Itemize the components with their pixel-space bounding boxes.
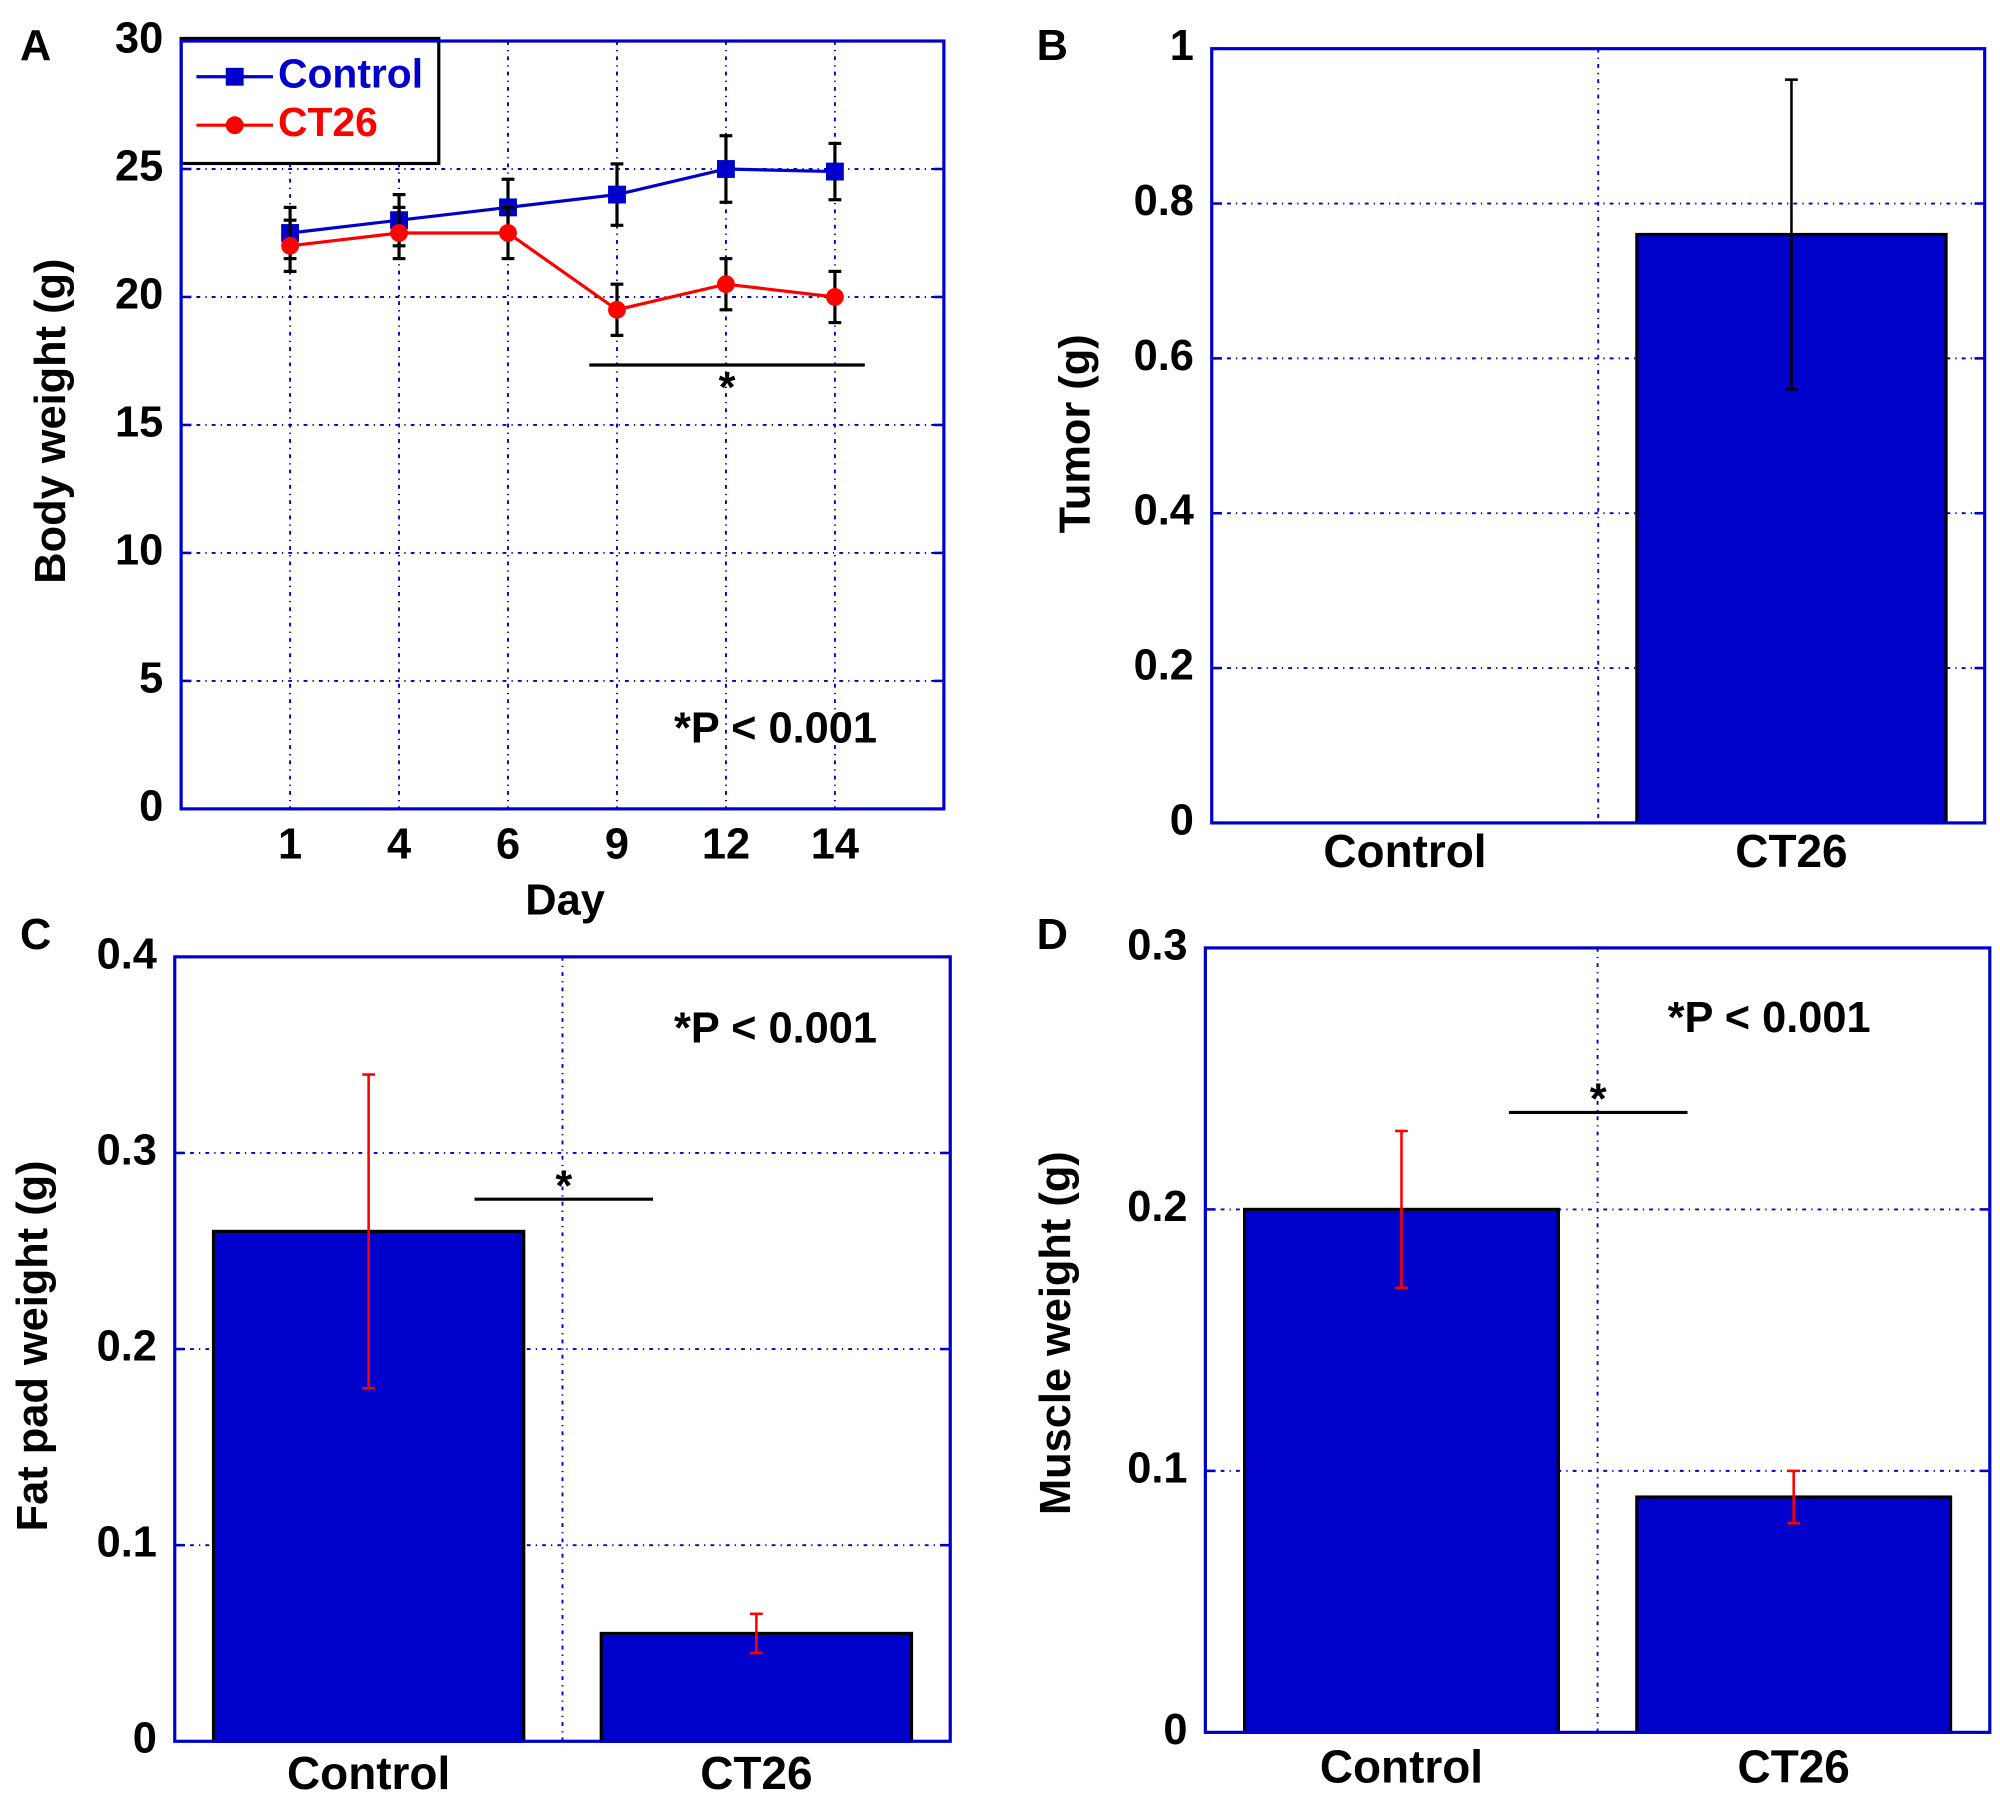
y-axis-label: Muscle weight (g) [1032, 1151, 1080, 1515]
y-tick-label: 0.8 [1134, 177, 1194, 225]
y-tick-label: 0 [139, 782, 163, 830]
panel-c: C Fat pad weight (g) 0 0.1 0.2 0.3 0.4 Control C… [9, 911, 952, 1799]
y-tick-label: 0.2 [97, 1323, 157, 1371]
y-tick-label: 0.1 [1127, 1444, 1187, 1492]
y-axis-label: Body weight (g) [27, 259, 75, 584]
bar-ct26 [1635, 1495, 1953, 1734]
series-control [281, 134, 844, 261]
legend-box [179, 36, 441, 166]
p-value-annotation: *P < 0.001 [674, 705, 877, 753]
axes-frame [1210, 47, 1987, 825]
y-tick-label: 0.3 [97, 1126, 157, 1174]
x-tick-label: 14 [811, 821, 859, 869]
legend-marker [225, 116, 244, 135]
panel-letter: A [20, 22, 51, 70]
y-tick-label: 0 [133, 1715, 157, 1763]
x-tick-label: 9 [605, 821, 629, 869]
y-tick-label: 0 [1170, 796, 1194, 844]
x-tick-label: Control [287, 1747, 450, 1799]
series-line [289, 167, 835, 235]
legend-marker [225, 67, 244, 86]
significance-star: * [555, 1162, 572, 1210]
data-point [608, 300, 626, 319]
y-axis-label: Fat pad weight (g) [9, 1160, 57, 1531]
p-value-annotation: *P < 0.001 [674, 1004, 877, 1052]
x-axis-label: Day [525, 877, 605, 925]
bar-control [1242, 1207, 1560, 1734]
panel-b: B Tumor (g) 0 0.2 0.4 0.6 0.8 1 Control CT26 [1037, 22, 1987, 877]
y-axis-label: Tumor (g) [1051, 334, 1099, 533]
x-tick-label: 6 [496, 821, 520, 869]
data-point [825, 288, 844, 306]
data-point [499, 224, 517, 242]
panel-letter: C [20, 911, 51, 959]
y-tick-label: 15 [115, 398, 163, 446]
x-tick-label: 4 [387, 821, 411, 869]
data-point [281, 236, 300, 255]
data-point [825, 162, 844, 181]
legend-label: CT26 [278, 99, 378, 145]
x-tick-label: 1 [278, 821, 302, 869]
x-tick-label: CT26 [1738, 1741, 1850, 1793]
axes-frame [1203, 946, 1992, 1734]
axes-frame [173, 955, 952, 1743]
y-tick-label: 0.6 [1134, 332, 1194, 380]
y-tick-label: 20 [115, 270, 163, 318]
series-line [289, 231, 836, 312]
p-value-annotation: *P < 0.001 [1668, 994, 1871, 1042]
data-point [390, 224, 408, 242]
series-ct26 [281, 205, 844, 337]
panel-letter: B [1037, 22, 1068, 70]
x-tick-label: Control [1323, 825, 1486, 877]
data-point [717, 275, 735, 294]
y-tick-label: 0.2 [1134, 642, 1194, 690]
y-tick-label: 5 [139, 654, 163, 702]
data-point [717, 160, 735, 178]
y-tick-label: 25 [115, 142, 163, 190]
x-tick-label: CT26 [1735, 825, 1847, 877]
y-tick-label: 1 [1170, 22, 1194, 70]
x-tick-label: CT26 [700, 1747, 812, 1799]
y-tick-label: 10 [115, 526, 163, 574]
panel-d: D Muscle weight (g) 0 0.1 0.2 0.3 Control CT26 *… [1032, 911, 1992, 1793]
y-tick-label: 0.4 [1134, 487, 1194, 535]
x-tick-label: 12 [702, 821, 750, 869]
y-tick-label: 0 [1163, 1706, 1187, 1754]
y-tick-label: 0.1 [97, 1519, 157, 1567]
legend-label: Control [278, 51, 423, 97]
panel-letter: D [1037, 911, 1068, 959]
axes-frame [179, 39, 946, 811]
y-tick-label: 0.3 [1127, 921, 1187, 969]
significance-star: * [719, 364, 736, 412]
y-tick-label: 0.2 [1127, 1183, 1187, 1231]
data-point [608, 185, 626, 204]
y-tick-label: 30 [115, 14, 163, 62]
x-tick-label: Control [1320, 1741, 1483, 1793]
y-tick-label: 0.4 [97, 930, 157, 978]
significance-star: * [1590, 1076, 1607, 1124]
